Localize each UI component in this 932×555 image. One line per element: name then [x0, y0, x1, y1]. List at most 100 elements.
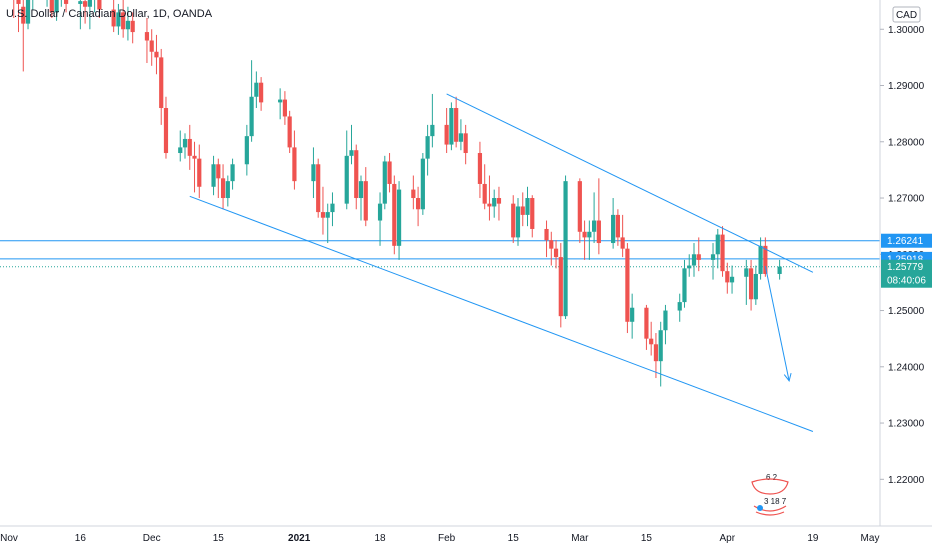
candle-body — [715, 234, 720, 255]
candle — [387, 153, 392, 193]
candle-body — [544, 228, 549, 241]
candle — [411, 175, 416, 210]
candle — [325, 203, 330, 244]
candle — [415, 186, 421, 227]
candle — [320, 186, 326, 235]
candle — [720, 226, 725, 277]
candle — [515, 198, 521, 246]
candle — [316, 158, 321, 218]
projection-arrow-shaft — [764, 265, 790, 381]
candle-body — [349, 150, 354, 156]
candle-body — [225, 181, 230, 199]
price-tick-label: 1.29000 — [888, 81, 925, 92]
candle — [482, 164, 487, 210]
candle-body — [216, 164, 221, 179]
candle-body — [463, 133, 468, 154]
candle-body — [325, 212, 330, 218]
candle-body — [25, 0, 31, 24]
candle-body — [492, 198, 497, 207]
candle — [54, 0, 59, 21]
candle — [292, 130, 297, 190]
candle-body — [753, 273, 758, 300]
candle-body — [558, 257, 563, 317]
candle-body — [482, 183, 487, 204]
candle-body — [763, 245, 768, 274]
candle-body — [687, 265, 692, 269]
candle — [278, 88, 283, 120]
candle-body — [582, 231, 587, 238]
candle-body — [87, 0, 92, 7]
watermark-dot — [757, 505, 763, 511]
candle-body — [525, 198, 530, 215]
candle — [449, 102, 454, 151]
candle-body — [430, 124, 435, 137]
candle — [691, 243, 697, 277]
candle-body — [178, 147, 183, 154]
candle — [125, 6, 131, 41]
candle-body — [282, 99, 288, 117]
candle-body — [244, 136, 249, 165]
price-tick-label: 1.27000 — [888, 194, 925, 205]
candle-body — [515, 206, 521, 238]
candle — [653, 333, 659, 379]
candle — [225, 175, 230, 207]
candle-body — [254, 82, 259, 97]
candle — [78, 0, 83, 30]
currency-label[interactable]: CAD — [896, 10, 917, 21]
candle-body — [396, 189, 402, 246]
candle-body — [377, 203, 383, 221]
candle-body — [197, 158, 202, 187]
candle-body — [320, 212, 326, 218]
candle — [492, 189, 497, 218]
time-tick-label: Feb — [438, 533, 456, 544]
candle — [753, 265, 758, 305]
candle-body — [54, 0, 59, 13]
candle-body — [530, 198, 535, 229]
candle — [444, 108, 449, 154]
candle — [349, 124, 354, 165]
candle — [644, 304, 649, 350]
candle — [254, 71, 259, 109]
candle-body — [420, 158, 425, 210]
candle — [249, 60, 254, 142]
candle — [430, 93, 435, 148]
currency-badge[interactable] — [892, 6, 921, 23]
candle-body — [630, 307, 635, 322]
candle — [549, 231, 554, 266]
candle-body — [649, 338, 654, 345]
candle — [611, 198, 616, 249]
candle-body — [520, 206, 525, 215]
candle-body — [130, 20, 135, 33]
chart-title: U.S. Dollar / Canadian Dollar, 1D, OANDA — [6, 8, 213, 20]
candle — [625, 243, 630, 334]
candle — [558, 243, 563, 328]
candle — [363, 167, 368, 227]
candle — [16, 0, 21, 33]
candle-body — [163, 108, 169, 154]
candle — [25, 0, 31, 30]
candle-body — [387, 161, 392, 184]
candle-body — [748, 268, 754, 300]
candle — [282, 91, 288, 125]
candle-body — [159, 57, 164, 109]
time-axis[interactable]: Nov 16 Dec 15 2021 18 Feb 15 Mar 15 Apr 19 May — [0, 525, 932, 544]
candle — [244, 124, 249, 176]
watermark: 6 2 3 18 7 — [751, 473, 789, 516]
candle-body — [311, 164, 316, 182]
price-tick-label: 1.24000 — [888, 362, 925, 373]
candle — [496, 186, 502, 221]
channel-lower-line — [189, 195, 814, 432]
candle — [63, 0, 69, 13]
candle — [396, 181, 402, 260]
candle-body — [663, 310, 668, 331]
candle — [220, 164, 226, 210]
candle-body — [454, 108, 459, 142]
candle — [649, 321, 654, 356]
candle — [197, 144, 202, 199]
candle-body — [149, 40, 154, 52]
candle-body — [249, 96, 254, 137]
candle-body — [691, 254, 697, 266]
